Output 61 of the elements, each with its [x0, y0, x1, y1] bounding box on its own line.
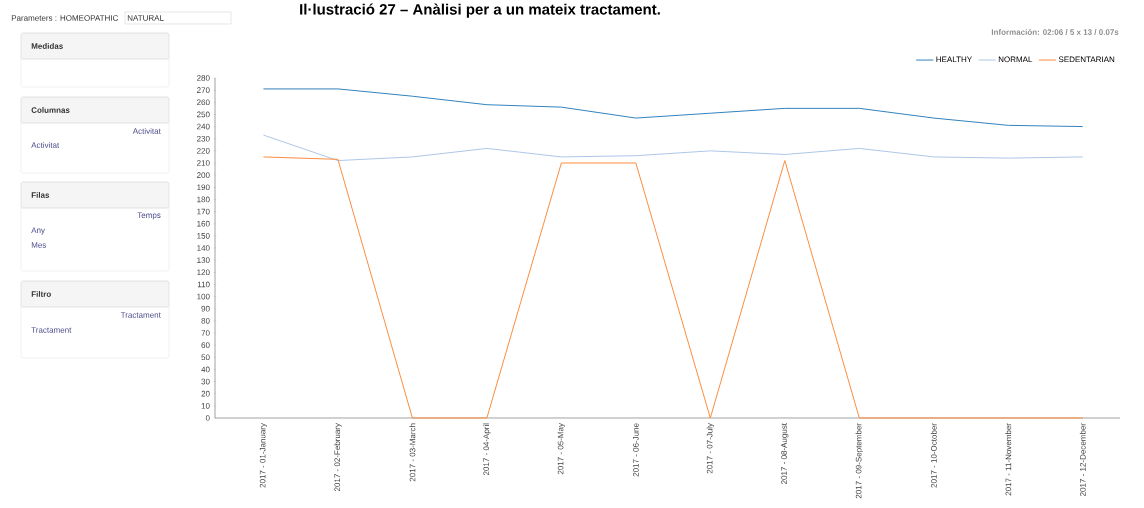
y-tick-label: 210	[197, 160, 210, 166]
x-tick-label: 2017 - 12-December	[1079, 423, 1086, 496]
y-tick-label: 20	[201, 390, 210, 397]
text: Mes	[31, 242, 47, 248]
y-tick-label: 200	[197, 172, 210, 178]
x-tick-label: 2017 - 11-November	[1005, 423, 1012, 496]
text: Activitat	[132, 128, 161, 134]
x-tick-label: 2017 - 01-January	[259, 423, 268, 488]
y-tick-label: 110	[197, 281, 210, 288]
y-tick-label: 90	[201, 305, 210, 312]
legend-label: HEALTHY	[936, 56, 972, 63]
x-tick-label: 2017 - 10-October	[930, 423, 937, 488]
text: Tractament	[120, 312, 161, 318]
y-tick-label: 240	[197, 123, 210, 130]
y-tick-label: 0	[205, 415, 210, 421]
text: Activitat	[31, 142, 60, 148]
legend-label: SEDENTARIAN	[1058, 56, 1115, 63]
y-tick-label: 130	[197, 257, 210, 263]
text: Filtro	[31, 291, 51, 297]
x-tick-label: 2017 - 04-April	[483, 423, 491, 476]
text: Medidas	[31, 43, 63, 49]
x-tick-label: 2017 - 06-June	[633, 423, 639, 477]
text: Tractament	[31, 327, 72, 333]
y-tick-label: 270	[197, 87, 210, 93]
y-tick-label: 100	[197, 293, 210, 300]
y-tick-label: 190	[197, 184, 210, 191]
legend-label: NORMAL	[998, 56, 1033, 63]
y-tick-label: 70	[201, 330, 210, 336]
line-series	[262, 88, 1084, 128]
x-tick-label: 2017 - 02-February	[334, 423, 342, 492]
text: Parameters : HOMEOPATHIC	[11, 15, 119, 21]
y-tick-label: 160	[197, 220, 210, 227]
y-tick-label: 180	[197, 196, 210, 203]
text: Any	[31, 227, 45, 235]
x-tick-label: 2017 - 05-May	[557, 423, 565, 475]
x-tick-label: 2017 - 07-July	[706, 423, 715, 474]
y-tick-label: 60	[201, 342, 210, 348]
y-tick-label: 40	[201, 366, 210, 373]
y-tick-label: 260	[197, 99, 210, 106]
y-tick-label: 30	[201, 378, 210, 385]
y-tick-label: 170	[197, 208, 210, 215]
y-tick-label: 10	[201, 403, 210, 409]
x-tick-label: 2017 - 08-August	[781, 423, 789, 484]
text: Información: 02:06 / 5 x 13 / 0.07s	[991, 28, 1119, 35]
line-series	[262, 134, 1084, 162]
x-tick-label: 2017 - 03-March	[409, 423, 416, 482]
y-tick-label: 140	[197, 245, 210, 251]
x-tick-label: 2017 - 09-September	[855, 423, 864, 499]
text: Columnas	[31, 107, 70, 113]
text: Temps	[137, 212, 161, 220]
y-tick-label: 220	[197, 148, 210, 154]
y-tick-label: 230	[197, 135, 210, 142]
text: Filas	[31, 192, 50, 198]
y-tick-label: 50	[201, 354, 210, 361]
chart-title: Il·lustració 27 – Anàlisi per a un mateix tractament.	[300, 3, 660, 18]
y-tick-label: 150	[197, 233, 210, 239]
y-tick-label: 120	[197, 269, 210, 276]
y-tick-label: 80	[201, 318, 210, 324]
y-tick-label: 250	[197, 111, 210, 118]
text: NATURAL	[127, 15, 164, 21]
y-tick-label: 280	[197, 75, 210, 81]
